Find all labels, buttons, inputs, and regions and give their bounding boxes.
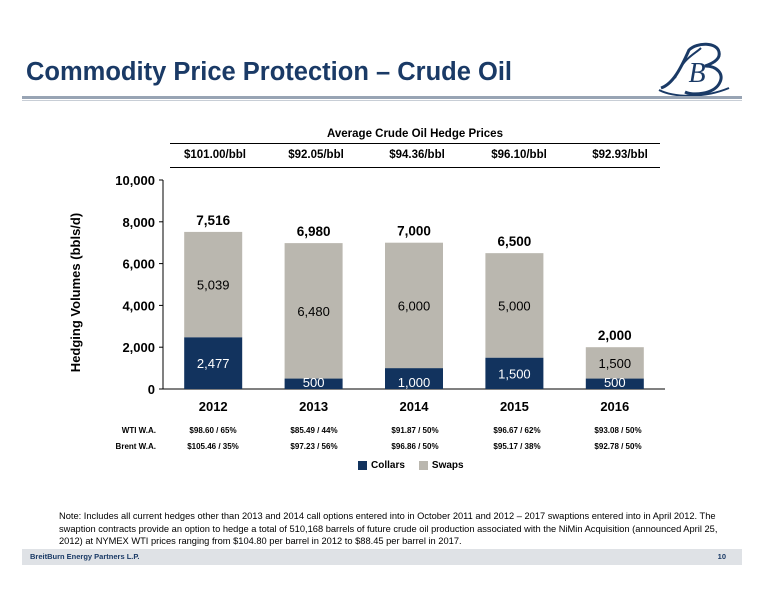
footer-bar: BreitBurn Energy Partners L.P. 10 xyxy=(22,549,742,565)
bar-collars xyxy=(385,368,443,389)
brent-value-2015: $95.17 / 38% xyxy=(493,442,541,451)
data-label-swaps: 5,000 xyxy=(498,298,531,313)
y-tick-label: 8,000 xyxy=(122,215,155,230)
wti-value-2013: $85.49 / 44% xyxy=(290,426,338,435)
y-axis-title: Hedging Volumes (bbls/d) xyxy=(68,213,83,372)
wti-value-2015: $96.67 / 62% xyxy=(493,426,541,435)
data-label-collars: 500 xyxy=(604,375,626,390)
data-label-collars: 1,500 xyxy=(498,366,531,381)
brent-value-2016: $92.78 / 50% xyxy=(594,442,642,451)
bar-swaps xyxy=(184,231,243,338)
data-label-total: 7,516 xyxy=(196,213,230,228)
y-tick-label: 4,000 xyxy=(122,298,155,313)
x-tick-label: 2016 xyxy=(600,399,629,414)
data-label-swaps: 5,039 xyxy=(197,278,230,293)
data-label-collars: 2,477 xyxy=(197,356,230,371)
hedge-prices-title: Average Crude Oil Hedge Prices xyxy=(327,128,503,140)
x-tick-label: 2013 xyxy=(299,399,328,414)
bar-collars xyxy=(485,357,544,389)
data-label-swaps: 1,500 xyxy=(599,356,632,371)
bar-swaps xyxy=(585,347,644,379)
title-rule xyxy=(22,96,742,99)
hedging-volume-chart: 0 2,000 4,000 6,000 8,000 10,000 Hedging Volum… xyxy=(68,173,665,414)
footer-company: BreitBurn Energy Partners L.P. xyxy=(30,552,140,561)
hedge-price-2016: $92.93/bbl xyxy=(592,149,648,161)
legend-label-swaps: Swaps xyxy=(431,460,464,471)
bar-collars xyxy=(585,378,644,389)
y-tick-label: 0 xyxy=(148,382,155,397)
data-label-collars: 1,000 xyxy=(398,375,431,390)
data-label-total: 6,980 xyxy=(297,224,331,239)
hedge-price-2013: $92.05/bbl xyxy=(288,149,344,161)
page-title: Commodity Price Protection – Crude Oil xyxy=(26,58,513,86)
data-label-total: 6,500 xyxy=(498,234,532,249)
x-tick-label: 2015 xyxy=(500,399,529,414)
legend-item-swaps: Swaps xyxy=(418,460,464,471)
x-tick-label: 2014 xyxy=(400,399,430,414)
wti-value-2014: $91.87 / 50% xyxy=(391,426,439,435)
hedge-price-2014: $94.36/bbl xyxy=(389,149,445,161)
page-number: 10 xyxy=(717,552,726,561)
brent-value-2014: $96.86 / 50% xyxy=(391,442,439,451)
legend-item-collars: Collars xyxy=(358,460,405,471)
brent-label: Brent W.A. xyxy=(115,442,156,451)
data-label-collars: 500 xyxy=(303,375,325,390)
x-tick-label: 2012 xyxy=(199,399,228,414)
wti-label: WTI W.A. xyxy=(121,426,156,435)
legend-swatch-collars xyxy=(358,461,367,470)
wti-value-2012: $98.60 / 65% xyxy=(189,426,237,435)
company-logo: B xyxy=(658,42,730,97)
data-label-swaps: 6,480 xyxy=(297,304,330,319)
legend-swatch-swaps xyxy=(418,461,428,470)
brent-value-2013: $97.23 / 56% xyxy=(290,442,338,451)
bar-collars xyxy=(284,378,343,389)
data-label-total: 2,000 xyxy=(598,328,632,343)
hedge-prices-divider xyxy=(170,143,660,144)
svg-text:B: B xyxy=(688,58,705,89)
title-rule-thin xyxy=(22,100,742,101)
legend-label-collars: Collars xyxy=(371,460,405,471)
footnote: Note: Includes all current hedges other … xyxy=(59,511,718,546)
y-tick-label: 2,000 xyxy=(122,340,155,355)
wti-value-2016: $93.08 / 50% xyxy=(594,426,642,435)
bar-swaps xyxy=(284,243,343,379)
brent-value-2012: $105.46 / 35% xyxy=(187,442,239,451)
bar-swaps xyxy=(485,253,544,358)
chart-legend: Collars Swaps xyxy=(358,460,464,471)
data-label-total: 7,000 xyxy=(397,224,431,239)
bar-collars xyxy=(184,337,243,389)
hedge-price-2012: $101.00/bbl xyxy=(183,149,246,161)
hedge-prices-divider-bottom xyxy=(170,167,660,168)
hedge-price-2015: $96.10/bbl xyxy=(491,149,547,161)
data-label-swaps: 6,000 xyxy=(398,298,431,313)
y-tick-label: 10,000 xyxy=(115,173,155,188)
y-tick-label: 6,000 xyxy=(122,257,155,272)
bar-swaps xyxy=(385,242,443,369)
